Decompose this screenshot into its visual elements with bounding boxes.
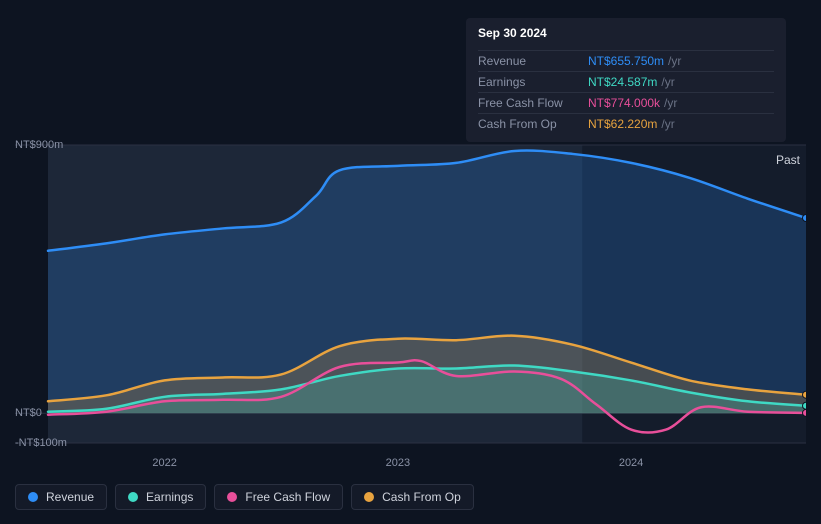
x-axis-label: 2022 (152, 457, 176, 469)
y-axis-label: -NT$100m (15, 437, 67, 449)
tooltip-row-label: Earnings (478, 75, 588, 89)
tooltip-row-label: Free Cash Flow (478, 96, 588, 110)
tooltip-row-unit: /yr (664, 96, 677, 110)
y-axis-label: NT$0 (15, 407, 42, 419)
x-axis-label: 2024 (619, 457, 643, 469)
tooltip-row-unit: /yr (661, 75, 674, 89)
tooltip-row-value: NT$655.750m (588, 54, 664, 68)
legend-item-label: Free Cash Flow (245, 490, 330, 504)
tooltip-row: RevenueNT$655.750m/yr (478, 50, 774, 71)
legend-item-label: Earnings (146, 490, 193, 504)
chart-tooltip: Sep 30 2024 RevenueNT$655.750m/yrEarning… (466, 18, 786, 142)
financials-chart: Past NT$900mNT$0-NT$100m202220232024 (15, 125, 806, 464)
tooltip-row-value: NT$24.587m (588, 75, 657, 89)
legend-item[interactable]: Cash From Op (351, 484, 474, 510)
tooltip-row: EarningsNT$24.587m/yr (478, 71, 774, 92)
legend-item-label: Cash From Op (382, 490, 461, 504)
tooltip-row-label: Revenue (478, 54, 588, 68)
legend-item[interactable]: Earnings (115, 484, 206, 510)
chart-legend: Revenue Earnings Free Cash Flow Cash From O… (15, 484, 474, 510)
legend-swatch-icon (128, 492, 138, 502)
legend-swatch-icon (28, 492, 38, 502)
tooltip-rows: RevenueNT$655.750m/yrEarningsNT$24.587m/… (478, 50, 774, 134)
legend-swatch-icon (227, 492, 237, 502)
tooltip-row: Free Cash FlowNT$774.000k/yr (478, 92, 774, 113)
legend-item[interactable]: Revenue (15, 484, 107, 510)
legend-swatch-icon (364, 492, 374, 502)
past-label: Past (776, 153, 800, 167)
legend-item-label: Revenue (46, 490, 94, 504)
tooltip-date: Sep 30 2024 (478, 26, 774, 44)
y-axis-label: NT$900m (15, 139, 63, 151)
tooltip-row-value: NT$774.000k (588, 96, 660, 110)
legend-item[interactable]: Free Cash Flow (214, 484, 343, 510)
chart-svg (15, 125, 806, 464)
tooltip-row-unit: /yr (668, 54, 681, 68)
x-axis-label: 2023 (386, 457, 410, 469)
